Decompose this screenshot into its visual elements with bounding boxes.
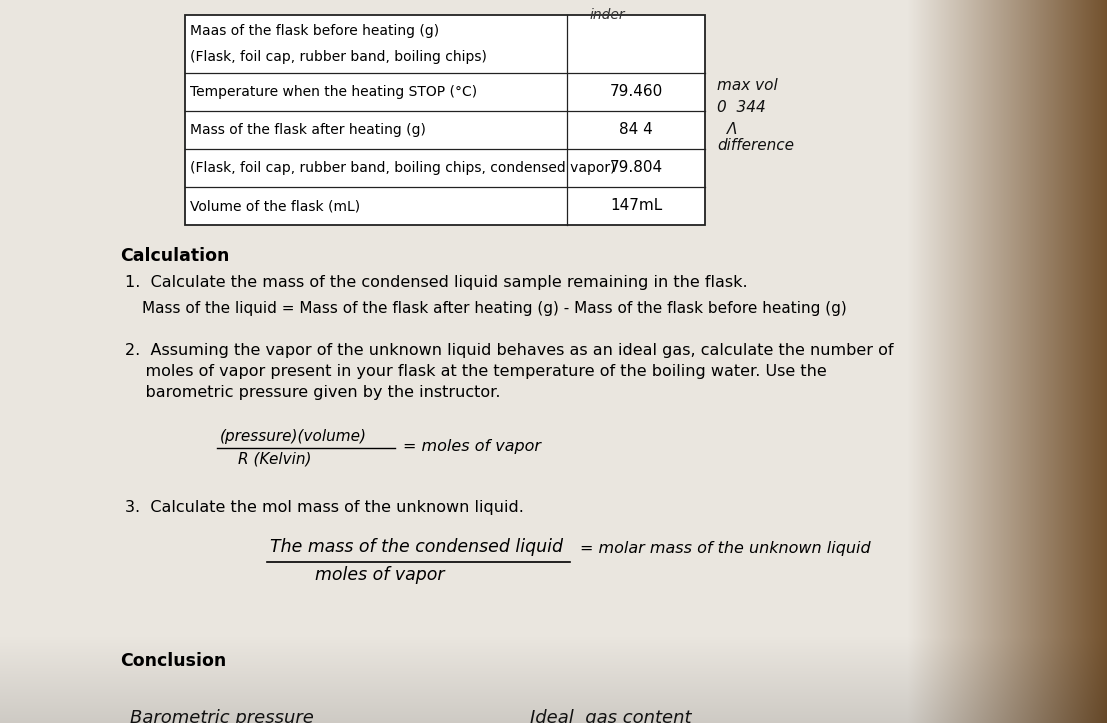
Text: Temperature when the heating STOP (°C): Temperature when the heating STOP (°C): [190, 85, 477, 99]
Text: Λ: Λ: [727, 122, 737, 137]
Text: max vol: max vol: [717, 78, 778, 93]
Text: R (Kelvin): R (Kelvin): [238, 452, 311, 467]
Bar: [185, 15, 705, 225]
Text: moles of vapor: moles of vapor: [315, 566, 445, 584]
Text: 3.  Calculate the mol mass of the unknown liquid.: 3. Calculate the mol mass of the unknown…: [125, 500, 524, 515]
Text: 84 4: 84 4: [619, 122, 653, 137]
Text: The mass of the condensed liquid: The mass of the condensed liquid: [270, 538, 563, 556]
Text: = moles of vapor: = moles of vapor: [403, 439, 541, 453]
Text: Mass of the liquid = Mass of the flask after heating (g) - Mass of the flask bef: Mass of the liquid = Mass of the flask a…: [142, 301, 847, 316]
Text: 2.  Assuming the vapor of the unknown liquid behaves as an ideal gas, calculate : 2. Assuming the vapor of the unknown liq…: [125, 343, 893, 400]
Text: = molar mass of the unknown liquid: = molar mass of the unknown liquid: [580, 541, 870, 556]
Text: Volume of the flask (mL): Volume of the flask (mL): [190, 199, 360, 213]
Text: (Flask, foil cap, rubber band, boiling chips, condensed vapor): (Flask, foil cap, rubber band, boiling c…: [190, 161, 615, 175]
Text: 0  344: 0 344: [717, 100, 766, 115]
Text: (pressure)(volume): (pressure)(volume): [220, 429, 368, 444]
Text: 1.  Calculate the mass of the condensed liquid sample remaining in the flask.: 1. Calculate the mass of the condensed l…: [125, 275, 747, 290]
Text: Conclusion: Conclusion: [120, 652, 226, 670]
Text: Calculation: Calculation: [120, 247, 229, 265]
Text: (Flask, foil cap, rubber band, boiling chips): (Flask, foil cap, rubber band, boiling c…: [190, 50, 487, 64]
Text: Ideal  gas content: Ideal gas content: [530, 709, 692, 723]
Text: 147mL: 147mL: [610, 199, 662, 213]
Text: 79.460: 79.460: [609, 85, 663, 100]
Text: Barometric pressure: Barometric pressure: [130, 709, 314, 723]
Text: Mass of the flask after heating (g): Mass of the flask after heating (g): [190, 123, 426, 137]
Text: 79.804: 79.804: [610, 161, 663, 176]
Text: inder: inder: [590, 8, 625, 22]
Text: Maas of the flask before heating (g): Maas of the flask before heating (g): [190, 25, 439, 38]
Text: difference: difference: [717, 138, 794, 153]
